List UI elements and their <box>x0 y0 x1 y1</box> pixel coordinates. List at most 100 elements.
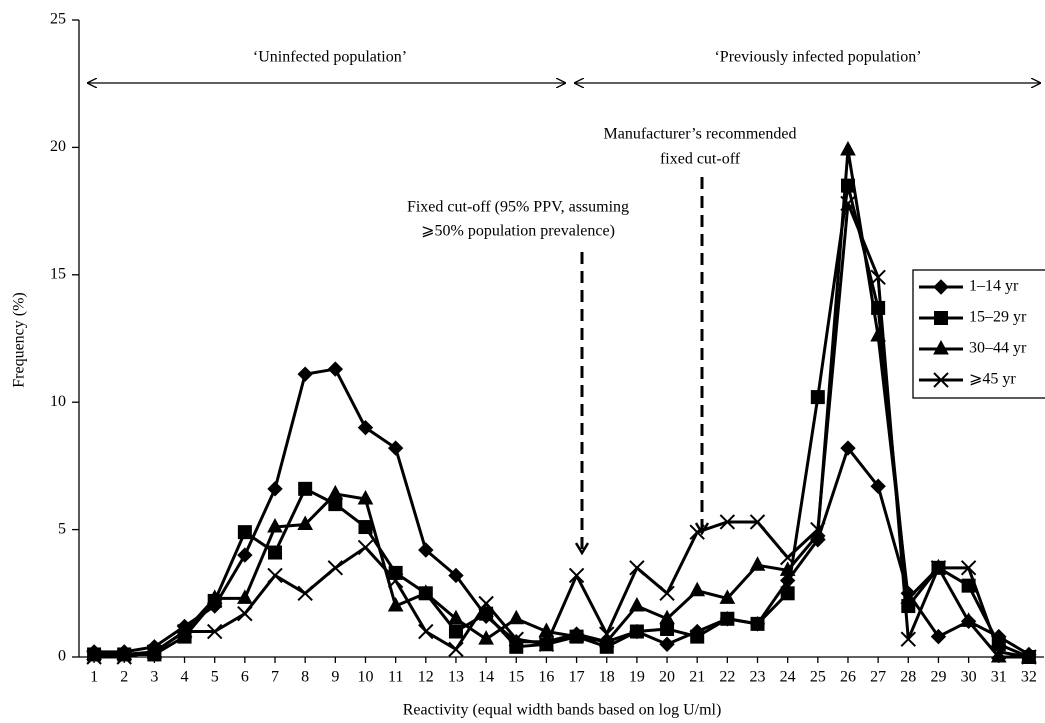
marker <box>960 560 977 576</box>
marker <box>267 517 283 533</box>
marker <box>448 641 464 658</box>
x-tick-label: 27 <box>870 669 886 686</box>
marker <box>206 623 223 640</box>
marker <box>810 390 825 405</box>
marker <box>749 556 766 571</box>
marker <box>900 631 917 647</box>
marker <box>870 269 886 286</box>
marker <box>599 626 615 642</box>
marker <box>358 520 373 535</box>
marker <box>508 609 525 625</box>
marker <box>267 481 283 497</box>
marker <box>659 636 675 652</box>
marker <box>660 621 675 636</box>
marker <box>387 596 404 612</box>
x-tick-label: 26 <box>840 669 856 686</box>
marker <box>297 366 313 382</box>
x-tick-label: 16 <box>538 669 554 686</box>
marker <box>237 605 253 622</box>
marker <box>327 484 344 500</box>
marker <box>508 631 524 647</box>
x-tick-label: 32 <box>1021 669 1037 686</box>
marker <box>568 627 585 643</box>
legend-marker <box>933 372 949 388</box>
marker <box>870 478 886 494</box>
marker <box>720 611 735 626</box>
x-tick-label: 7 <box>271 669 279 686</box>
x-tick-label: 3 <box>150 669 158 686</box>
marker <box>991 644 1007 660</box>
marker <box>750 616 765 631</box>
marker <box>810 521 826 538</box>
x-tick-label: 18 <box>599 669 615 686</box>
x-tick-label: 31 <box>991 669 1007 686</box>
x-tick-label: 20 <box>659 669 675 686</box>
marker <box>237 547 253 563</box>
marker <box>268 545 283 560</box>
marker <box>206 589 223 604</box>
x-tick-label: 1 <box>90 669 98 686</box>
marker <box>297 515 314 531</box>
annotation: Manufacturer’s recommended <box>604 126 797 143</box>
series-line <box>94 148 1029 659</box>
x-tick-label: 19 <box>629 669 645 686</box>
marker <box>1021 649 1037 665</box>
annotation: Fixed cut-off (95% PPV, assuming <box>407 199 629 216</box>
marker <box>719 514 736 530</box>
series-line <box>94 367 1030 656</box>
marker <box>779 549 796 566</box>
marker <box>267 567 283 584</box>
x-tick-label: 14 <box>478 669 494 686</box>
marker <box>780 586 795 601</box>
marker <box>598 632 615 648</box>
marker <box>116 649 132 665</box>
annotation: fixed cut-off <box>660 151 741 168</box>
marker <box>749 514 766 530</box>
x-tick-label: 8 <box>301 669 309 686</box>
x-tick-label: 6 <box>241 669 249 686</box>
y-tick-label: 0 <box>58 648 66 665</box>
marker <box>357 419 374 436</box>
marker <box>629 596 645 612</box>
marker <box>237 525 252 540</box>
marker <box>689 581 706 597</box>
x-tick-label: 15 <box>508 669 524 686</box>
x-tick-label: 4 <box>181 669 189 686</box>
marker <box>237 589 253 604</box>
marker <box>840 440 856 456</box>
x-tick-label: 17 <box>569 669 585 686</box>
x-tick-label: 5 <box>211 669 219 686</box>
marker <box>357 489 374 505</box>
marker <box>478 630 494 645</box>
marker <box>327 361 344 377</box>
legend-label: 1–14 yr <box>969 278 1019 295</box>
marker <box>146 644 163 660</box>
legend-box <box>912 269 1045 399</box>
marker <box>779 561 796 576</box>
marker <box>960 612 977 627</box>
x-tick-label: 11 <box>388 669 403 686</box>
annotation: ‘Uninfected population’ <box>253 49 407 66</box>
marker <box>387 440 404 456</box>
x-tick-label: 2 <box>120 669 128 686</box>
marker <box>357 539 374 556</box>
marker <box>568 567 585 584</box>
x-tick-label: 23 <box>750 669 766 686</box>
x-tick-label: 28 <box>900 669 916 686</box>
legend-marker <box>933 279 949 295</box>
x-axis-label: Reactivity (equal width bands based on l… <box>403 702 722 719</box>
y-axis-label: Frequency (%) <box>11 292 28 388</box>
marker <box>659 609 675 625</box>
x-tick-label: 24 <box>780 669 796 686</box>
x-tick-label: 29 <box>930 669 946 686</box>
marker <box>629 560 645 576</box>
y-tick-label: 25 <box>50 11 66 28</box>
marker <box>418 542 434 558</box>
marker <box>448 609 464 625</box>
marker <box>538 636 555 652</box>
marker <box>387 572 404 589</box>
marker <box>629 624 644 639</box>
marker <box>478 595 494 612</box>
x-tick-label: 10 <box>357 669 373 686</box>
